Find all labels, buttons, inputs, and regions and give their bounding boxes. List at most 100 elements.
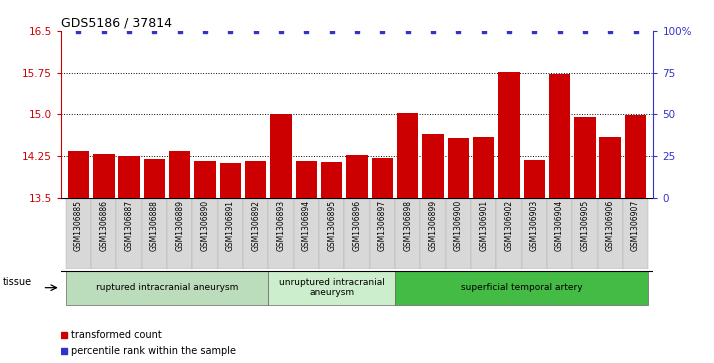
Bar — [370, 198, 395, 269]
Bar — [547, 198, 572, 269]
Bar — [271, 114, 292, 198]
Point — [73, 28, 84, 34]
Bar — [268, 198, 293, 269]
Bar — [220, 163, 241, 198]
Bar — [346, 155, 368, 198]
Bar — [496, 198, 522, 269]
Bar — [243, 198, 268, 269]
Bar — [296, 160, 317, 198]
Text: GSM1306905: GSM1306905 — [580, 200, 590, 251]
Text: tissue: tissue — [3, 277, 32, 287]
Bar — [471, 198, 496, 269]
Bar — [344, 198, 370, 269]
Bar — [473, 136, 494, 198]
Point — [98, 28, 109, 34]
Bar — [66, 270, 268, 305]
Bar — [625, 115, 646, 198]
Text: GSM1306907: GSM1306907 — [631, 200, 640, 251]
Bar — [192, 198, 218, 269]
Bar — [448, 138, 469, 198]
Bar — [66, 198, 91, 269]
Text: GSM1306895: GSM1306895 — [327, 200, 336, 251]
Point — [503, 28, 515, 34]
Bar — [91, 198, 116, 269]
Point — [326, 28, 338, 34]
Bar — [142, 198, 167, 269]
Text: GSM1306885: GSM1306885 — [74, 200, 83, 251]
Text: unruptured intracranial
aneurysm: unruptured intracranial aneurysm — [278, 278, 385, 297]
Text: GSM1306892: GSM1306892 — [251, 200, 260, 251]
Text: GSM1306902: GSM1306902 — [505, 200, 513, 251]
Bar — [93, 154, 114, 198]
Bar — [245, 160, 266, 198]
Point — [301, 28, 312, 34]
Text: GSM1306906: GSM1306906 — [605, 200, 615, 251]
Text: superficial temporal artery: superficial temporal artery — [461, 283, 583, 292]
Bar — [268, 270, 395, 305]
Text: percentile rank within the sample: percentile rank within the sample — [71, 346, 236, 356]
Bar — [549, 74, 570, 198]
Text: GSM1306894: GSM1306894 — [302, 200, 311, 251]
Bar — [422, 134, 443, 198]
Point — [376, 28, 388, 34]
Bar — [169, 151, 191, 198]
Text: GSM1306888: GSM1306888 — [150, 200, 159, 251]
Text: GSM1306893: GSM1306893 — [276, 200, 286, 251]
Bar — [194, 160, 216, 198]
Bar — [319, 198, 344, 269]
Bar — [167, 198, 192, 269]
Text: ruptured intracranial aneurysm: ruptured intracranial aneurysm — [96, 283, 238, 292]
Point — [124, 28, 135, 34]
Bar — [498, 72, 520, 198]
Bar — [421, 198, 446, 269]
Point — [259, 266, 271, 272]
Bar — [293, 198, 319, 269]
Bar — [116, 198, 142, 269]
Bar — [68, 151, 89, 198]
Bar — [574, 117, 595, 198]
Point — [528, 28, 540, 34]
Bar — [397, 113, 418, 198]
Point — [402, 28, 413, 34]
Text: GSM1306886: GSM1306886 — [99, 200, 109, 251]
Text: GSM1306904: GSM1306904 — [555, 200, 564, 251]
Bar — [119, 156, 140, 198]
Point — [453, 28, 464, 34]
Bar — [598, 198, 623, 269]
Text: GSM1306896: GSM1306896 — [353, 200, 361, 251]
Bar — [395, 270, 648, 305]
Point — [174, 28, 186, 34]
Text: GSM1306901: GSM1306901 — [479, 200, 488, 251]
Point — [225, 28, 236, 34]
Point — [427, 28, 438, 34]
Text: GSM1306897: GSM1306897 — [378, 200, 387, 251]
Bar — [623, 198, 648, 269]
Bar — [395, 198, 421, 269]
Point — [630, 28, 641, 34]
Point — [605, 28, 616, 34]
Bar — [522, 198, 547, 269]
Bar — [218, 198, 243, 269]
Text: GDS5186 / 37814: GDS5186 / 37814 — [61, 17, 171, 30]
Bar — [523, 160, 545, 198]
Point — [149, 28, 160, 34]
Point — [250, 28, 261, 34]
Text: transformed count: transformed count — [71, 330, 162, 340]
Bar — [321, 162, 343, 198]
Text: GSM1306891: GSM1306891 — [226, 200, 235, 251]
Point — [478, 28, 489, 34]
Text: GSM1306898: GSM1306898 — [403, 200, 412, 251]
Text: GSM1306889: GSM1306889 — [175, 200, 184, 251]
Point — [554, 28, 565, 34]
Text: GSM1306887: GSM1306887 — [124, 200, 134, 251]
Text: GSM1306899: GSM1306899 — [428, 200, 438, 251]
Bar — [144, 159, 165, 198]
Point — [259, 117, 271, 123]
Bar — [446, 198, 471, 269]
Bar — [572, 198, 598, 269]
Text: GSM1306890: GSM1306890 — [201, 200, 209, 251]
Text: GSM1306900: GSM1306900 — [454, 200, 463, 251]
Point — [199, 28, 211, 34]
Point — [579, 28, 590, 34]
Point — [351, 28, 363, 34]
